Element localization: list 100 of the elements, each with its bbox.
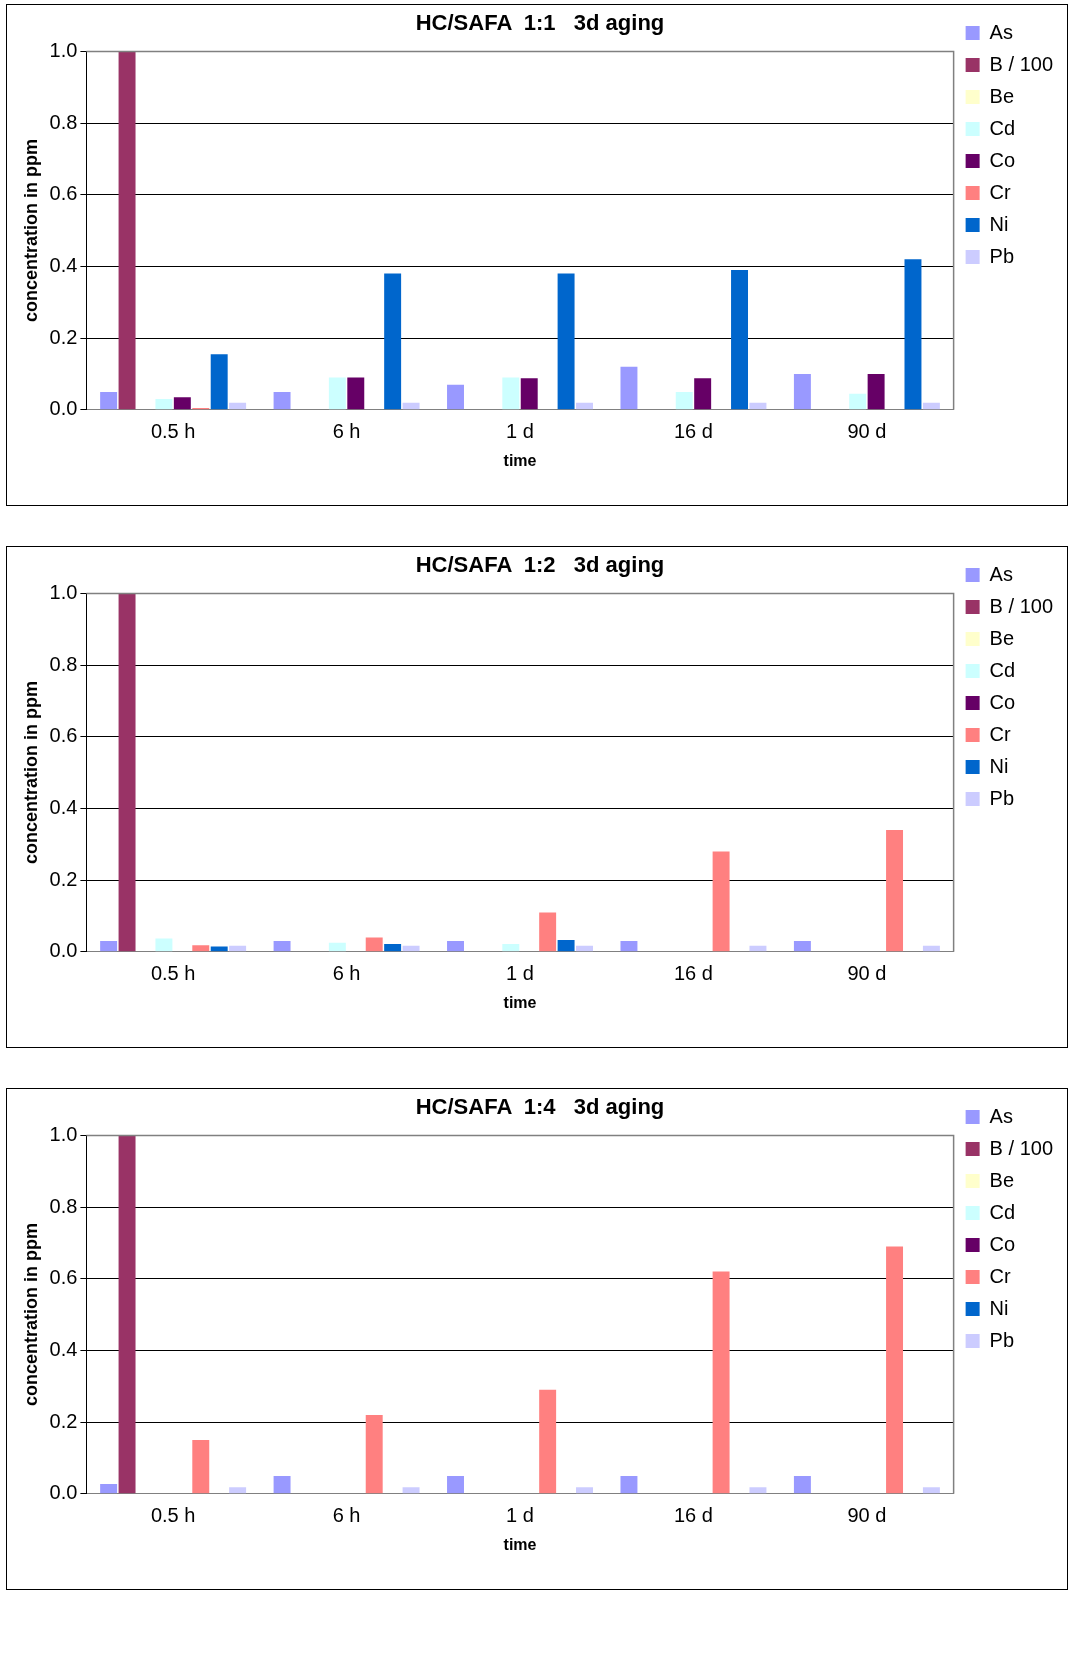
legend-label: Be (989, 626, 1015, 649)
bar (749, 402, 767, 410)
bar (886, 829, 904, 952)
y-tick-label: 0.0 (49, 397, 78, 420)
bar (229, 402, 247, 410)
bar (886, 1246, 904, 1494)
legend-label: Co (989, 690, 1016, 713)
bar (229, 1487, 247, 1494)
bar (576, 1487, 593, 1494)
x-tick-label: 0.5 h (150, 420, 196, 443)
bar (922, 402, 940, 410)
y-tick-label: 0.6 (49, 724, 78, 747)
legend-label: Cr (989, 1264, 1012, 1287)
bar (749, 1487, 767, 1494)
legend-label: Be (989, 84, 1015, 107)
x-tick-label: 16 d (673, 962, 713, 985)
chart-title: HC/SAFA 1:2 3d aging (415, 552, 665, 578)
bar (712, 1271, 730, 1494)
bar (365, 937, 383, 952)
bar (675, 391, 693, 410)
legend-label: Co (989, 1232, 1016, 1255)
bar (447, 1475, 464, 1494)
legend-label: Cd (989, 116, 1016, 139)
bar (210, 946, 228, 952)
legend-label: B / 100 (989, 1136, 1054, 1159)
y-tick-label: 0.8 (49, 110, 78, 133)
x-tick-label: 90 d (847, 420, 887, 443)
bar (173, 397, 191, 410)
bar (384, 273, 402, 410)
bar (539, 912, 557, 952)
bar (576, 402, 593, 410)
bar (793, 941, 811, 952)
y-tick-label: 0.2 (49, 325, 78, 348)
x-tick-label: 16 d (673, 420, 713, 443)
bar (447, 384, 464, 410)
x-tick-label: 0.5 h (150, 962, 196, 985)
bar (620, 1475, 638, 1494)
y-tick-label: 0.0 (49, 1481, 78, 1504)
x-tick-label: 1 d (506, 1504, 534, 1527)
x-tick-label: 90 d (847, 962, 887, 985)
legend-label: Pb (989, 244, 1015, 267)
x-tick-label: 6 h (332, 962, 361, 985)
legend-label: Ni (989, 212, 1009, 235)
bar (694, 378, 712, 410)
bar (118, 593, 136, 952)
y-axis-title: concentration in ppm (20, 1223, 41, 1407)
legend-label: As (989, 20, 1013, 43)
bar (328, 942, 346, 952)
y-tick-label: 0.8 (49, 652, 78, 675)
y-tick-label: 0.4 (49, 795, 78, 818)
bar (155, 938, 173, 952)
chart-title: HC/SAFA 1:4 3d aging (415, 1094, 665, 1120)
legend-label: Cd (989, 658, 1016, 681)
x-tick-label: 1 d (506, 420, 534, 443)
bar (402, 1487, 420, 1494)
bar (502, 943, 520, 952)
legend-label: Ni (989, 754, 1009, 777)
legend-label: As (989, 1104, 1013, 1127)
legend-label: Cr (989, 180, 1012, 203)
x-tick-label: 6 h (332, 1504, 361, 1527)
bar (793, 1475, 811, 1494)
y-tick-label: 0.4 (49, 1337, 78, 1360)
legend-label: Co (989, 148, 1016, 171)
bar (273, 941, 291, 952)
bar (347, 377, 365, 410)
y-axis-title: concentration in ppm (20, 139, 41, 323)
bar (155, 399, 173, 410)
bar (539, 1389, 557, 1494)
bar (557, 939, 575, 952)
x-tick-label: 16 d (673, 1504, 713, 1527)
x-tick-label: 1 d (506, 962, 534, 985)
bar (731, 270, 748, 410)
legend-label: Pb (989, 1328, 1015, 1351)
chart-title: HC/SAFA 1:1 3d aging (415, 10, 665, 36)
bar (192, 945, 210, 952)
bar (273, 391, 291, 410)
x-tick-label: 90 d (847, 1504, 887, 1527)
x-axis-title: time (503, 1535, 537, 1553)
legend-label: B / 100 (989, 594, 1054, 617)
y-tick-label: 1.0 (49, 38, 78, 61)
bar (904, 259, 922, 410)
x-axis-title: time (503, 993, 537, 1011)
bar (793, 373, 811, 410)
bar (557, 273, 575, 410)
y-axis-title: concentration in ppm (20, 681, 41, 865)
bar (384, 943, 402, 952)
y-tick-label: 0.0 (49, 939, 78, 962)
y-tick-label: 0.6 (49, 1266, 78, 1289)
bar (620, 941, 638, 952)
y-tick-label: 1.0 (49, 1122, 78, 1145)
bar (447, 941, 464, 952)
y-tick-label: 0.2 (49, 867, 78, 890)
x-tick-label: 6 h (332, 420, 361, 443)
bar (712, 851, 730, 952)
legend-label: Cr (989, 722, 1012, 745)
legend-label: Be (989, 1168, 1015, 1191)
y-tick-label: 0.8 (49, 1194, 78, 1217)
x-tick-label: 0.5 h (150, 1504, 196, 1527)
bar (502, 377, 520, 410)
legend-label: Pb (989, 786, 1015, 809)
